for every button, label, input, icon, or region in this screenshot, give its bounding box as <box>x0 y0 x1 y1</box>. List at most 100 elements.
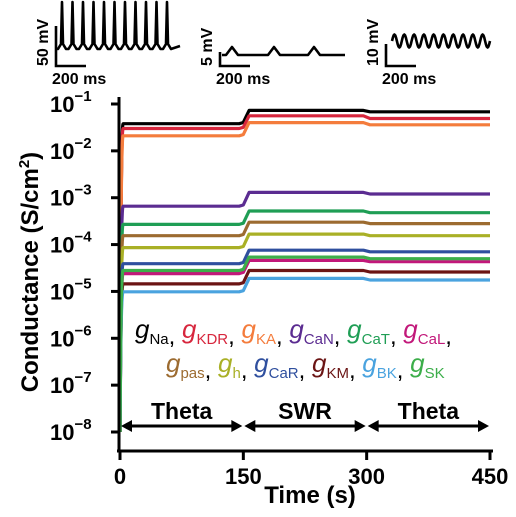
legend-symbol: g <box>403 314 418 344</box>
phase-arrow-right-head <box>231 420 243 432</box>
phase-label: SWR <box>278 398 332 424</box>
x-tick-label: 150 <box>225 464 262 489</box>
series-line-can <box>118 190 490 433</box>
y-tick-label: 10−1 <box>50 88 92 117</box>
y-tick-base: 10 <box>50 139 74 164</box>
y-ticks: 10−110−210−310−410−510−610−710−8 <box>50 88 119 445</box>
axes <box>117 97 493 453</box>
legend-symbol: g <box>410 348 425 378</box>
legend-separator: , <box>276 323 289 350</box>
y-tick-base: 10 <box>50 186 74 211</box>
y-tick-base: 10 <box>50 92 74 117</box>
legend-subscript: KDR <box>196 331 228 348</box>
y-tick-exponent: −7 <box>74 369 91 386</box>
y-tick-base: 10 <box>50 326 74 351</box>
legend-subscript: CaN <box>304 331 334 348</box>
y-tick-base: 10 <box>50 233 74 258</box>
legend-subscript: Na <box>149 331 169 348</box>
x-ticks: 0 150 300 450 <box>114 451 508 489</box>
phase-arrow-right-head <box>478 420 489 432</box>
legend-separator: , <box>241 357 254 384</box>
y-tick-label: 10−5 <box>50 275 92 304</box>
legend-separator: , <box>169 323 182 350</box>
legend-symbol: g <box>182 314 197 344</box>
legend-separator: , <box>228 323 241 350</box>
series-layer <box>118 108 490 433</box>
legend-symbol: g <box>218 348 233 378</box>
legend-symbol: g <box>347 314 362 344</box>
legend-separator: , <box>349 357 362 384</box>
legend-subscript: SK <box>425 365 445 382</box>
y-tick-exponent: −3 <box>74 182 91 199</box>
phase-arrow-left-head <box>121 420 132 432</box>
legend-subscript: h <box>232 365 240 382</box>
y-axis-title-main: Conductance (S/cm <box>17 168 44 392</box>
y-axis-title-close: ) <box>17 152 44 160</box>
legend-separator: , <box>390 323 403 350</box>
y-tick-label: 10−7 <box>50 369 92 398</box>
y-axis-title-sup: 2 <box>16 160 33 168</box>
legend-subscript: CaT <box>362 331 390 348</box>
y-tick-base: 10 <box>50 420 74 445</box>
inset-voltage-scale: 5 mV <box>199 27 216 66</box>
y-tick-exponent: −4 <box>74 229 92 246</box>
legend-row: gpas, gh, gCaR, gKM, gBK, gSK <box>166 348 445 384</box>
y-tick-exponent: −1 <box>74 88 91 105</box>
legend-symbol: g <box>289 314 304 344</box>
phase-arrow-right-head <box>354 420 366 432</box>
legend-subscript: BK <box>377 365 397 382</box>
legend-separator: , <box>397 357 410 384</box>
legend-symbol: g <box>166 348 181 378</box>
phase-label: Theta <box>398 398 460 424</box>
inset-trace <box>56 0 181 51</box>
y-tick-exponent: −6 <box>74 322 91 339</box>
legend-subscript: KM <box>326 365 349 382</box>
y-tick-label: 10−4 <box>50 229 92 258</box>
inset-time-scale: 200 ms <box>382 71 436 88</box>
inset-ripple: 200 ms5 mV <box>199 27 345 88</box>
legend-symbol: g <box>312 348 327 378</box>
y-tick-base: 10 <box>50 373 74 398</box>
x-axis-title: Time (s) <box>264 482 356 509</box>
inset-scale-bar <box>218 52 250 68</box>
y-tick-label: 10−6 <box>50 322 92 351</box>
y-axis-title: Conductance (S/cm2) <box>16 152 44 392</box>
inset-scale-bar <box>384 44 416 68</box>
inset-trace <box>222 45 345 57</box>
legend-separator: , <box>334 323 347 350</box>
inset-voltage-scale: 50 mV <box>35 19 52 66</box>
inset-trace <box>390 33 492 49</box>
legend-subscript: CaR <box>269 365 299 382</box>
legend-separator: , <box>445 323 452 350</box>
legend-subscript: CaL <box>418 331 446 348</box>
phase-annotations: Theta SWR Theta <box>121 398 489 432</box>
inset-time-scale: 200 ms <box>216 71 270 88</box>
y-tick-exponent: −2 <box>74 135 91 152</box>
y-tick-label: 10−2 <box>50 135 92 164</box>
phase-arrow-left-head <box>244 420 256 432</box>
phase-label: Theta <box>151 398 213 424</box>
series-line-sk <box>118 255 490 433</box>
legend-symbol: g <box>254 348 269 378</box>
legend-subscript: pas <box>180 365 204 382</box>
inset-voltage-scale: 10 mV <box>365 19 382 66</box>
inset-time-scale: 200 ms <box>52 71 106 88</box>
legend-separator: , <box>205 357 218 384</box>
x-tick-label: 450 <box>472 464 509 489</box>
legend-symbol: g <box>362 348 377 378</box>
legend-subscript: KA <box>256 331 276 348</box>
legend-symbol: g <box>241 314 256 344</box>
x-tick-label: 300 <box>348 464 385 489</box>
y-tick-exponent: −8 <box>74 416 91 433</box>
y-tick-label: 10−8 <box>50 416 92 445</box>
inset-scale-bar <box>54 26 86 68</box>
legend-row: gNa, gKDR, gKA, gCaN, gCaT, gCaL, <box>135 314 452 350</box>
x-tick-label: 0 <box>114 464 126 489</box>
legend: gNa, gKDR, gKA, gCaN, gCaT, gCaL, gpas, … <box>135 314 452 384</box>
y-tick-label: 10−3 <box>50 182 92 211</box>
